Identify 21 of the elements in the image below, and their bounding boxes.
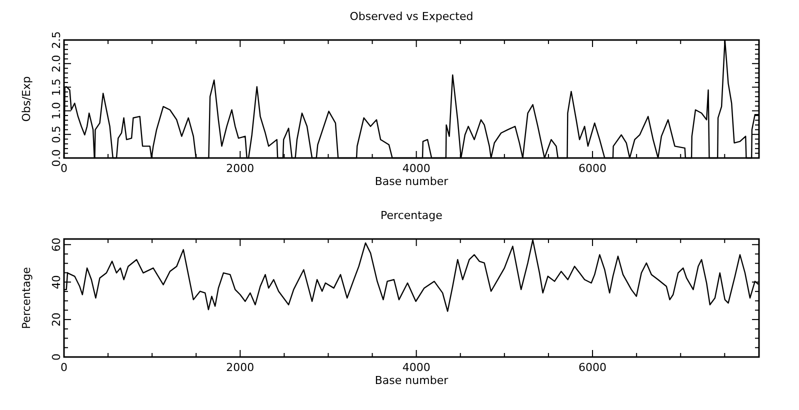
x-axis-title: Base number [374,374,449,387]
x-tick-label: 6000 [578,361,607,374]
y-axis-title: Percentage [20,266,33,329]
y-tick-label: 1.5 [50,78,63,96]
x-tick-label: 4000 [402,361,430,374]
x-tick-label: 2000 [226,361,254,374]
y-tick-label: 2.5 [50,31,63,49]
x-axis-title: Base number [374,175,449,188]
y-tick-label: 60 [50,238,63,252]
y-tick-label: 0.5 [50,126,63,144]
y-tick-label: 40 [50,275,63,290]
y-axis-title: Obs/Exp [20,76,33,122]
x-tick-label: 4000 [402,162,430,175]
x-tick-label: 6000 [578,162,607,175]
y-tick-label: 1.0 [50,102,63,120]
chart-title: Percentage [380,209,443,222]
chart-title: Observed vs Expected [350,10,474,23]
y-tick-label: 2.0 [50,54,63,72]
x-tick-label: 2000 [226,162,254,175]
y-tick-label: 20 [50,312,63,327]
y-tick-label: 0 [50,354,63,360]
